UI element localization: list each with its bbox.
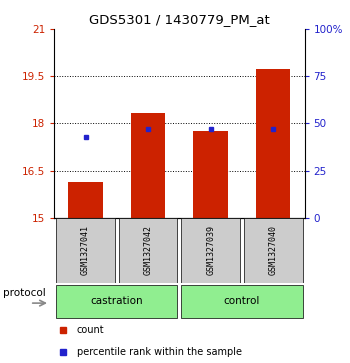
Text: GSM1327042: GSM1327042 <box>144 225 153 276</box>
Bar <box>181 218 240 283</box>
Text: GSM1327040: GSM1327040 <box>269 225 278 276</box>
Text: GSM1327041: GSM1327041 <box>81 225 90 276</box>
Bar <box>68 182 103 218</box>
Bar <box>256 69 290 218</box>
Text: control: control <box>224 296 260 306</box>
Title: GDS5301 / 1430779_PM_at: GDS5301 / 1430779_PM_at <box>89 13 270 26</box>
Text: protocol: protocol <box>3 288 45 298</box>
Text: count: count <box>77 325 104 335</box>
Text: GSM1327039: GSM1327039 <box>206 225 215 276</box>
Text: percentile rank within the sample: percentile rank within the sample <box>77 347 242 357</box>
Bar <box>194 131 228 218</box>
Bar <box>131 113 165 218</box>
Text: castration: castration <box>91 296 143 306</box>
Bar <box>181 285 303 318</box>
Bar <box>56 218 115 283</box>
Bar <box>119 218 177 283</box>
Bar <box>244 218 303 283</box>
Bar <box>56 285 177 318</box>
